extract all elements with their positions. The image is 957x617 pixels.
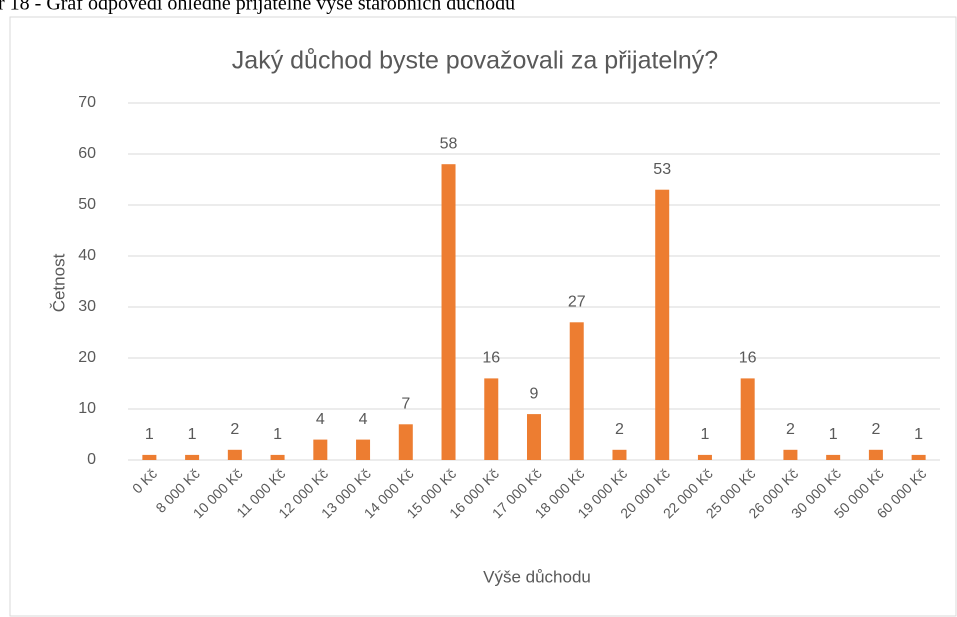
- bar: [697, 454, 712, 460]
- y-tick-label: 50: [78, 196, 96, 213]
- data-label: 4: [359, 411, 368, 428]
- data-label: 1: [273, 426, 282, 443]
- chart-frame: [9, 16, 957, 617]
- y-tick-label: 60: [78, 145, 96, 162]
- data-label: 1: [914, 426, 923, 443]
- bar: [484, 378, 499, 460]
- y-tick-label: 70: [78, 94, 96, 111]
- y-axis-title: Četnost: [49, 253, 68, 312]
- data-label: 53: [653, 161, 671, 178]
- bar: [911, 454, 926, 460]
- y-tick-label: 30: [78, 298, 96, 315]
- y-tick-label: 20: [78, 349, 96, 366]
- bar: [398, 424, 413, 460]
- y-tick-label: 0: [87, 451, 96, 468]
- data-label: 2: [786, 421, 795, 438]
- data-label: 1: [829, 426, 838, 443]
- bar: [826, 454, 841, 460]
- y-tick-label: 10: [78, 400, 96, 417]
- bar: [356, 439, 371, 460]
- caption: r 18 - Graf odpovědí ohledně přijatelné …: [0, 0, 515, 15]
- bar: [313, 439, 328, 460]
- data-label: 58: [440, 135, 458, 152]
- data-label: 2: [230, 421, 239, 438]
- bar: [270, 454, 285, 460]
- chart-title: Jaký důchod byste považovali za přijatel…: [232, 47, 718, 75]
- bar: [569, 322, 584, 460]
- data-label: 16: [482, 350, 500, 367]
- data-label: 1: [700, 426, 709, 443]
- y-tick-label: 40: [78, 247, 96, 264]
- data-label: 9: [530, 385, 539, 402]
- bar: [227, 449, 242, 460]
- bar: [655, 189, 670, 460]
- data-label: 7: [401, 396, 410, 413]
- data-label: 27: [568, 294, 586, 311]
- x-axis-title: Výše důchodu: [483, 567, 591, 586]
- bar: [142, 454, 157, 460]
- data-label: 1: [145, 426, 154, 443]
- data-label: 1: [188, 426, 197, 443]
- bar: [185, 454, 200, 460]
- bar: [740, 378, 755, 460]
- data-label: 2: [615, 421, 624, 438]
- data-label: 4: [316, 411, 325, 428]
- bar: [783, 449, 798, 460]
- data-label: 16: [739, 350, 757, 367]
- bar: [527, 414, 541, 460]
- bar: [868, 449, 883, 460]
- bar: [441, 164, 456, 460]
- data-label: 2: [871, 421, 880, 438]
- bar: [612, 449, 627, 460]
